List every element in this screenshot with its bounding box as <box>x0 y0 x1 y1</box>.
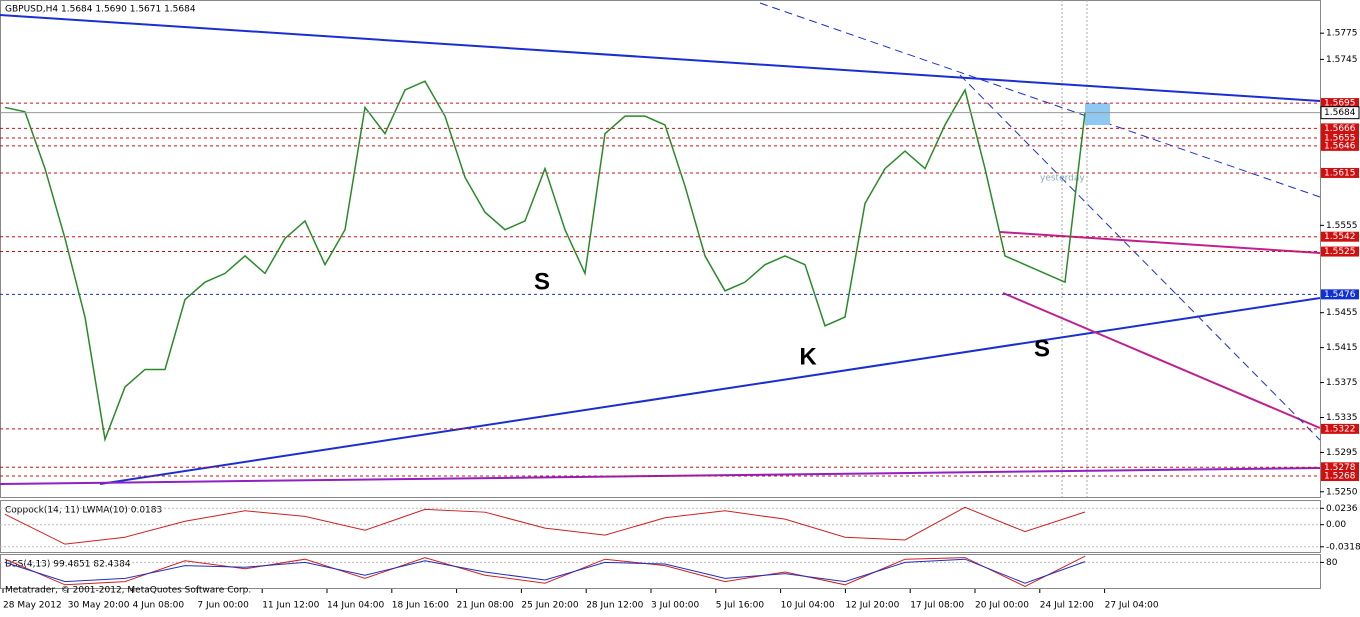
level-label: 1.5476 <box>1324 290 1356 300</box>
y-tick-label: 1.5295 <box>1326 448 1358 458</box>
x-tick-label: 28 Jun 12:00 <box>586 601 643 611</box>
level-label: 1.5278 <box>1324 463 1356 473</box>
x-tick-label: 12 Jul 20:00 <box>845 601 899 611</box>
level-box <box>1321 98 1359 109</box>
level-label: 1.5646 <box>1324 141 1356 151</box>
y-tick-label: 1.5775 <box>1326 29 1358 39</box>
x-tick-label: 14 Jun 04:00 <box>327 601 384 611</box>
indicator-title: Coppock(14, 11) LWMA(10) 0.0183 <box>5 506 162 516</box>
x-tick-label: 11 Jun 12:00 <box>262 601 319 611</box>
y-tick-label: 1.5250 <box>1326 487 1358 497</box>
level-label: 1.5542 <box>1324 232 1356 242</box>
level-box <box>1321 246 1359 257</box>
x-tick-label: 18 Jun 16:00 <box>392 601 449 611</box>
indicator-title: DSS(4,13) 99.4851 82.4384 <box>5 560 131 570</box>
annotation: S <box>1034 335 1050 362</box>
x-tick-label: 10 Jul 04:00 <box>781 601 835 611</box>
level-box <box>1321 471 1359 482</box>
level-label: 1.5695 <box>1324 99 1356 109</box>
y-tick-label: 1.5745 <box>1326 55 1358 65</box>
x-tick-label: 24 Jul 12:00 <box>1040 601 1094 611</box>
channel-line <box>959 74 1321 441</box>
y-tick-label: 0.00 <box>1326 520 1346 530</box>
coppock-panel <box>0 500 1321 553</box>
y-tick-label: 0.0236 <box>1326 504 1358 514</box>
x-tick-label: 21 Jun 08:00 <box>457 601 514 611</box>
highlight-box <box>1085 103 1110 125</box>
annotation: S <box>534 268 550 295</box>
copyright: Metatrader, © 2001-2012, MetaQuotes Soft… <box>5 586 251 596</box>
trendline <box>99 297 1321 485</box>
level-label: 1.5655 <box>1324 134 1356 144</box>
x-tick-label: 3 Jul 00:00 <box>651 601 700 611</box>
note: yesterday <box>1040 174 1085 184</box>
x-tick-label: 20 Jul 00:00 <box>975 601 1029 611</box>
current-price-label: 1.5684 <box>1324 108 1356 118</box>
main-panel <box>0 0 1321 498</box>
x-tick-label: 5 Jul 16:00 <box>716 601 765 611</box>
trendline <box>0 14 1321 102</box>
level-box <box>1321 289 1359 300</box>
annotation: K <box>799 343 817 370</box>
level-label: 1.5615 <box>1324 168 1356 178</box>
x-tick-label: 30 May 20:00 <box>68 601 130 611</box>
level-box <box>1321 123 1359 134</box>
y-tick-label: 1.5415 <box>1326 343 1358 353</box>
trendline <box>1002 292 1321 429</box>
x-tick-label: 17 Jul 08:00 <box>910 601 964 611</box>
level-box <box>1321 423 1359 434</box>
series-line <box>4 555 1086 587</box>
channel-line <box>759 2 1321 198</box>
dss-panel <box>0 554 1321 589</box>
y-tick-label: 1.5335 <box>1326 413 1358 423</box>
x-tick-label: 4 Jun 08:00 <box>133 601 185 611</box>
drawings <box>0 0 1321 497</box>
level-label: 1.5268 <box>1324 472 1356 482</box>
level-label: 1.5322 <box>1324 424 1356 434</box>
y-tick-label: -0.0318 <box>1326 542 1360 552</box>
level-box <box>1321 231 1359 242</box>
level-label: 1.5666 <box>1324 124 1356 134</box>
chart-title: GBPUSD,H4 1.5684 1.5690 1.5671 1.5684 <box>5 5 196 15</box>
current-price-box <box>1320 106 1360 120</box>
level-box <box>1321 167 1359 178</box>
series-line <box>4 80 1086 443</box>
x-tick-label: 27 Jul 04:00 <box>1105 601 1159 611</box>
y-tick-label: 1.5555 <box>1326 221 1358 231</box>
y-tick-label: 1.5375 <box>1326 378 1358 388</box>
trendline <box>999 231 1321 254</box>
series-line <box>4 506 1086 545</box>
level-box <box>1321 133 1359 144</box>
level-box <box>1321 462 1359 473</box>
x-tick-label: 28 May 2012 <box>3 601 62 611</box>
level-box <box>1321 140 1359 151</box>
series-line <box>4 558 1086 584</box>
level-label: 1.5525 <box>1324 247 1356 257</box>
x-tick-label: 7 Jun 00:00 <box>197 601 249 611</box>
y-tick-label: 80 <box>1326 558 1338 568</box>
x-tick-label: 25 Jun 20:00 <box>521 601 578 611</box>
y-tick-label: 1.5455 <box>1326 308 1358 318</box>
